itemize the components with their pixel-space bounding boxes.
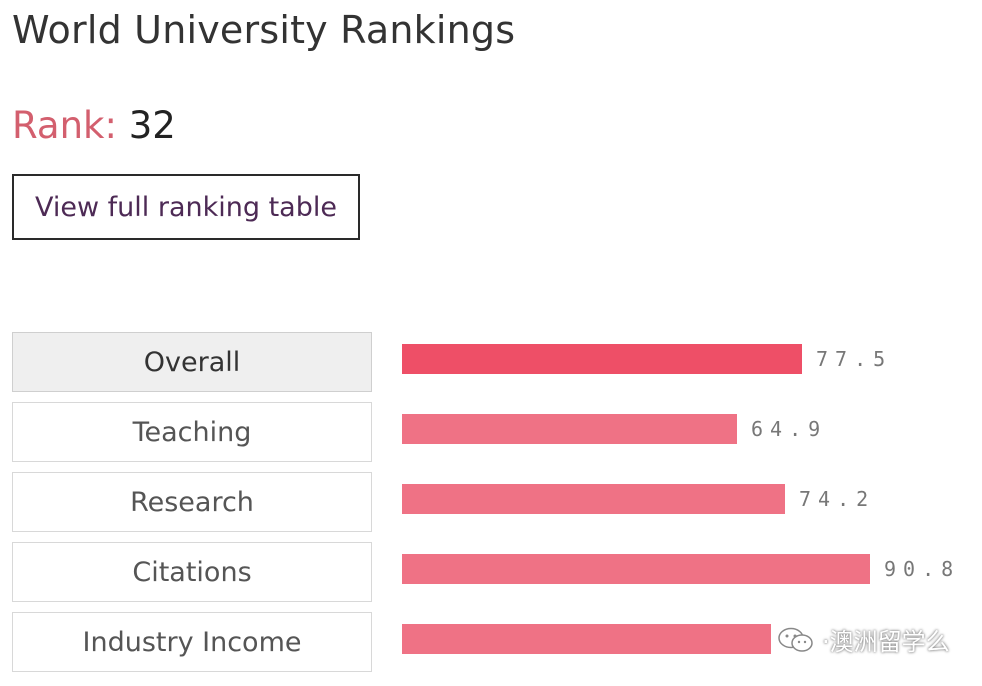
score-bar-research [402, 484, 785, 514]
rank-label: Rank: [12, 104, 117, 147]
metric-row-teaching: Teaching 64.9 [0, 402, 982, 472]
metric-row-research: Research 74.2 [0, 472, 982, 542]
score-bar-industry-income [402, 624, 771, 654]
score-bar-teaching [402, 414, 737, 444]
rank-value: 32 [128, 104, 176, 147]
metric-row-overall: Overall 77.5 [0, 332, 982, 402]
score-label-overall: 77.5 [816, 347, 893, 371]
rank-display: Rank: 32 [12, 104, 176, 147]
view-full-ranking-button[interactable]: View full ranking table [12, 174, 360, 240]
watermark: ·澳洲留学么 [776, 622, 950, 657]
watermark-text: ·澳洲留学么 [822, 628, 950, 656]
score-bar-citations [402, 554, 870, 584]
metric-tab-research[interactable]: Research [12, 472, 372, 532]
metric-tab-citations[interactable]: Citations [12, 542, 372, 602]
page-title: World University Rankings [12, 8, 516, 52]
score-label-research: 74.2 [799, 487, 876, 511]
metric-row-industry-income: Industry Income [0, 612, 982, 682]
metric-tab-industry-income[interactable]: Industry Income [12, 612, 372, 672]
score-bar-overall [402, 344, 802, 374]
metric-tab-overall[interactable]: Overall [12, 332, 372, 392]
score-label-citations: 90.8 [884, 557, 961, 581]
score-label-teaching: 64.9 [751, 417, 828, 441]
metric-row-citations: Citations 90.8 [0, 542, 982, 612]
wechat-icon [778, 627, 813, 652]
metric-tab-teaching[interactable]: Teaching [12, 402, 372, 462]
